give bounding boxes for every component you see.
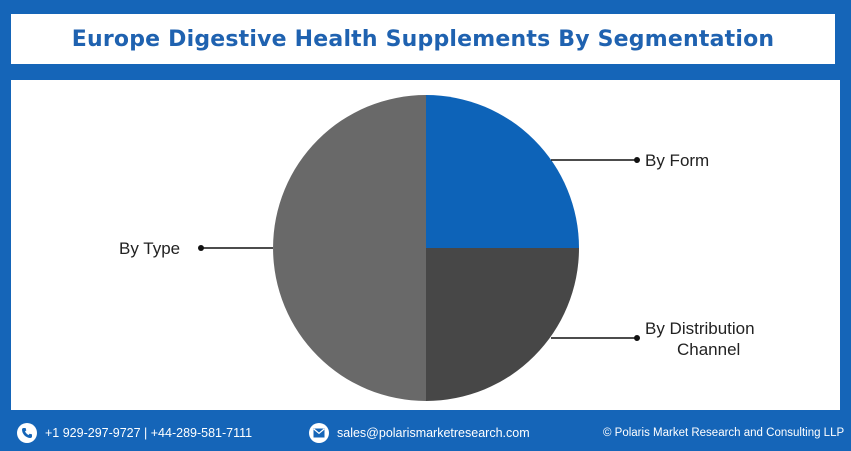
pie-chart: By Form By Distribution Channel By Type [119,95,755,401]
phone-icon [17,422,37,443]
marker-by-distribution [634,335,640,341]
chart-panel: By Form By Distribution Channel By Type [11,80,840,410]
title-box: Europe Digestive Health Supplements By S… [11,14,835,64]
label-by-type: By Type [119,239,180,258]
label-by-form: By Form [645,151,709,170]
email-address[interactable]: sales@polarismarketresearch.com [337,425,530,440]
footer-phone: +1 929-297-9727 | +44-289-581-7111 [17,414,252,451]
label-by-distribution-line1: By Distribution [645,319,755,338]
pie-slice-by-form [426,95,579,248]
marker-by-type [198,245,204,251]
footer: +1 929-297-9727 | +44-289-581-7111 sales… [0,414,851,451]
footer-copyright: © Polaris Market Research and Consulting… [603,414,844,451]
chart-title: Europe Digestive Health Supplements By S… [71,26,775,52]
label-by-distribution-line2: Channel [677,340,740,359]
phone-numbers: +1 929-297-9727 | +44-289-581-7111 [45,425,253,440]
copyright-text: © Polaris Market Research and Consulting… [603,426,845,439]
footer-email[interactable]: sales@polarismarketresearch.com [309,414,530,451]
marker-by-form [634,157,640,163]
pie-slice-by-type [273,95,426,401]
email-icon [309,422,329,443]
pie-slice-by-distribution-channel [426,248,579,401]
